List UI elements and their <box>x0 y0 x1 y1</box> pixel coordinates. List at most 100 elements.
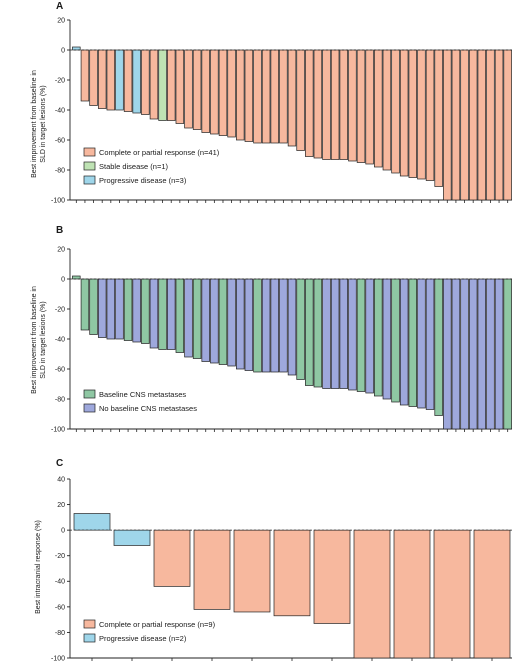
panel-b-ylabel-line1: Best improvement from baseline in <box>31 286 38 394</box>
panel-c-ytick-label: -80 <box>55 630 65 637</box>
panel-a-bar <box>451 49 461 201</box>
panel-a-bar <box>270 49 279 144</box>
panel-b-ytick-label: -100 <box>51 426 65 433</box>
panel-c-ylabel: Best intracranial response (%) <box>35 520 42 614</box>
panel-a-bar <box>399 49 409 177</box>
panel-a-bar <box>97 49 107 109</box>
panel-c: C Best intracranial response (%) 40 20 0 -2… <box>35 458 512 662</box>
panel-b-legend-label: No baseline CNS metastases <box>99 404 197 413</box>
panel-a-bar <box>141 49 150 115</box>
panel-c-plot: 40 20 0 -20 -40 -60 -80 -100 <box>51 476 512 662</box>
panel-a-bar <box>279 49 288 144</box>
panel-a-bar <box>80 49 90 102</box>
panel-a-ytick-label: 20 <box>57 17 65 24</box>
panel-b-bar <box>468 278 478 430</box>
panel-b-bar <box>330 278 340 389</box>
panel-a-bar <box>408 49 418 178</box>
panel-a-ytick-label: -40 <box>55 107 65 114</box>
panel-a-bar <box>227 49 236 138</box>
panel-b-ytick-label: -40 <box>55 336 65 343</box>
panel-b: B Best improvement from baseline in SLD … <box>31 225 512 433</box>
panel-b-bar <box>425 278 435 410</box>
panel-a-bar <box>330 49 340 160</box>
panel-a-bar <box>184 49 193 129</box>
panel-a-bar <box>115 49 124 111</box>
panel-b-bar <box>201 278 210 362</box>
panel-a-legend-label: Complete or partial response (n=41) <box>99 148 220 157</box>
panel-b-bar <box>382 278 392 400</box>
panel-b-bar <box>97 278 107 338</box>
panel-c-ytick-label: -60 <box>55 604 65 611</box>
panel-b-plot: 20 0 -20 -40 -60 -80 -100 <box>51 246 512 433</box>
panel-b-bar <box>477 278 487 430</box>
panel-a-letter: A <box>56 1 63 12</box>
panel-a-bar <box>236 49 245 141</box>
panel-c-bar <box>113 529 151 546</box>
panel-b-bar <box>287 278 297 376</box>
panel-b-bar <box>253 278 262 373</box>
panel-a-bar <box>460 49 469 201</box>
panel-b-bar <box>348 278 357 391</box>
panel-a-bar <box>201 49 210 133</box>
panel-b-bar <box>227 278 236 367</box>
panel-a-bar <box>132 49 141 114</box>
panel-b-bar <box>270 278 279 373</box>
panel-c-bar <box>73 513 111 531</box>
panel-b-bar <box>443 278 452 430</box>
panel-b-bar <box>89 278 98 335</box>
panel-a-bar <box>434 49 443 187</box>
panel-b-bar <box>210 278 219 364</box>
panel-b-bar <box>244 278 254 371</box>
panel-b-bar <box>408 278 418 407</box>
panel-b-bar <box>417 278 426 409</box>
panel-b-bar <box>313 278 323 388</box>
panel-c-ytick-label: 40 <box>57 476 65 483</box>
panel-b-ytick-label: -20 <box>55 306 65 313</box>
panel-c-bar <box>353 529 391 659</box>
panel-b-bar <box>261 278 271 373</box>
panel-b-bar <box>167 278 176 350</box>
panel-a-bar <box>425 49 435 181</box>
panel-b-bar <box>132 278 141 343</box>
panel-a-bar <box>149 49 159 120</box>
panel-a-bar <box>244 49 254 142</box>
panel-a-ytick-label: 0 <box>61 47 65 54</box>
panel-a-bar <box>443 49 452 201</box>
panel-a-bar <box>374 49 383 168</box>
panel-a-bar <box>339 49 348 160</box>
panel-b-ylabel-line2: SLD in target lesions (%) <box>40 301 47 378</box>
panel-a-ytick-label: -100 <box>51 197 65 204</box>
panel-b-bar <box>365 278 374 394</box>
panel-a-bar <box>477 49 487 201</box>
panel-c-ytick-label: -100 <box>51 655 65 662</box>
panel-b-bar <box>399 278 409 406</box>
panel-a-bar <box>494 49 504 201</box>
panel-a-bar <box>322 49 331 160</box>
panel-a-bar <box>72 46 81 51</box>
panel-c-bar <box>193 529 231 610</box>
panel-b-bar <box>115 278 124 340</box>
panel-a-plot: 20 0 -20 -40 -60 -80 -100 <box>51 17 512 204</box>
panel-b-bar <box>80 278 90 331</box>
panel-a-bar <box>296 49 305 151</box>
panel-b-bar <box>374 278 383 397</box>
panel-a-bar <box>287 49 297 147</box>
panel-b-bar <box>451 278 461 430</box>
panel-c-ytick-label: 20 <box>57 502 65 509</box>
panel-c-bar <box>473 529 511 659</box>
panel-a-bar <box>382 49 392 171</box>
panel-a-ylabel-line2: SLD in target lesions (%) <box>40 85 47 162</box>
panel-b-ytick-label: -60 <box>55 366 65 373</box>
panel-b-bar <box>460 278 469 430</box>
panel-b-bar <box>305 278 314 386</box>
panel-a-bar <box>391 49 400 174</box>
panel-a-bar <box>503 49 512 201</box>
panel-a-ytick-label: -80 <box>55 167 65 174</box>
panel-a-bar <box>253 49 262 144</box>
panel-a-legend-swatch <box>83 161 96 171</box>
panel-c-bar <box>433 529 471 659</box>
panel-b-bar <box>236 278 245 370</box>
panel-a-bar <box>468 49 478 201</box>
panel-a-legend: Complete or partial response (n=41) Stabl… <box>83 147 220 185</box>
